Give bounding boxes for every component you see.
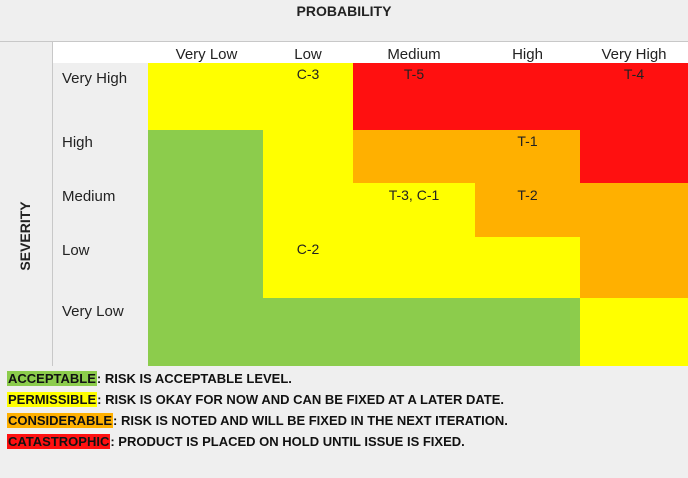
legend-text-catastrophic: : PRODUCT IS PLACED ON HOLD UNTIL ISSUE … — [110, 434, 465, 449]
zone-permissible — [580, 298, 688, 366]
zone-considerable — [475, 183, 688, 237]
column-header-very-high: Very High — [601, 46, 667, 63]
row-label-high: High — [62, 134, 93, 151]
row-label-medium: Medium — [62, 188, 116, 205]
legend-key-considerable: CONSIDERABLE — [7, 413, 114, 428]
legend-considerable: CONSIDERABLE: RISK IS NOTED AND WILL BE … — [7, 413, 508, 428]
risk-item-c-2: C-2 — [296, 241, 320, 257]
risk-item-t-3-c-1: T-3, C-1 — [388, 187, 440, 203]
zone-considerable — [353, 130, 580, 183]
risk-item-c-3: C-3 — [296, 66, 320, 82]
zone-permissible — [148, 63, 353, 130]
column-header-high: High — [512, 46, 543, 63]
legend-key-acceptable: ACCEPTABLE — [7, 371, 97, 386]
legend-text-permissible: : RISK IS OKAY FOR NOW AND CAN BE FIXED … — [97, 392, 504, 407]
zone-permissible — [353, 183, 475, 298]
zone-considerable — [580, 237, 688, 298]
legend-key-catastrophic: CATASTROPHIC — [7, 434, 111, 449]
legend-area — [0, 366, 688, 478]
severity-band — [0, 42, 53, 366]
row-label-very-high: Very High — [62, 70, 128, 87]
zone-catastrophic — [353, 63, 688, 130]
probability-title: PROBABILITY — [296, 3, 392, 19]
legend-key-permissible: PERMISSIBLE — [7, 392, 98, 407]
probability-header-band — [0, 0, 688, 42]
risk-item-t-2: T-2 — [517, 187, 538, 203]
legend-acceptable: ACCEPTABLE: RISK IS ACCEPTABLE LEVEL. — [7, 371, 292, 386]
column-header-low: Low — [294, 46, 322, 63]
legend-catastrophic: CATASTROPHIC: PRODUCT IS PLACED ON HOLD … — [7, 434, 465, 449]
zone-permissible — [475, 237, 580, 298]
legend-permissible: PERMISSIBLE: RISK IS OKAY FOR NOW AND CA… — [7, 392, 504, 407]
row-label-low: Low — [62, 242, 90, 259]
risk-item-t-5: T-5 — [403, 66, 425, 82]
row-label-column — [53, 63, 148, 366]
severity-title: SEVERITY — [17, 201, 33, 271]
zone-permissible — [263, 130, 353, 298]
column-header-very-low: Very Low — [175, 46, 238, 63]
row-label-very-low: Very Low — [62, 303, 124, 320]
column-header-medium: Medium — [387, 46, 441, 63]
risk-item-t-1: T-1 — [517, 133, 538, 149]
zone-catastrophic — [580, 130, 688, 183]
risk-item-t-4: T-4 — [623, 66, 645, 82]
legend-text-acceptable: : RISK IS ACCEPTABLE LEVEL. — [96, 371, 292, 386]
legend-text-considerable: : RISK IS NOTED AND WILL BE FIXED IN THE… — [113, 413, 508, 428]
